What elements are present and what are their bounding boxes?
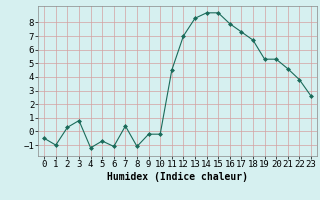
X-axis label: Humidex (Indice chaleur): Humidex (Indice chaleur) <box>107 172 248 182</box>
